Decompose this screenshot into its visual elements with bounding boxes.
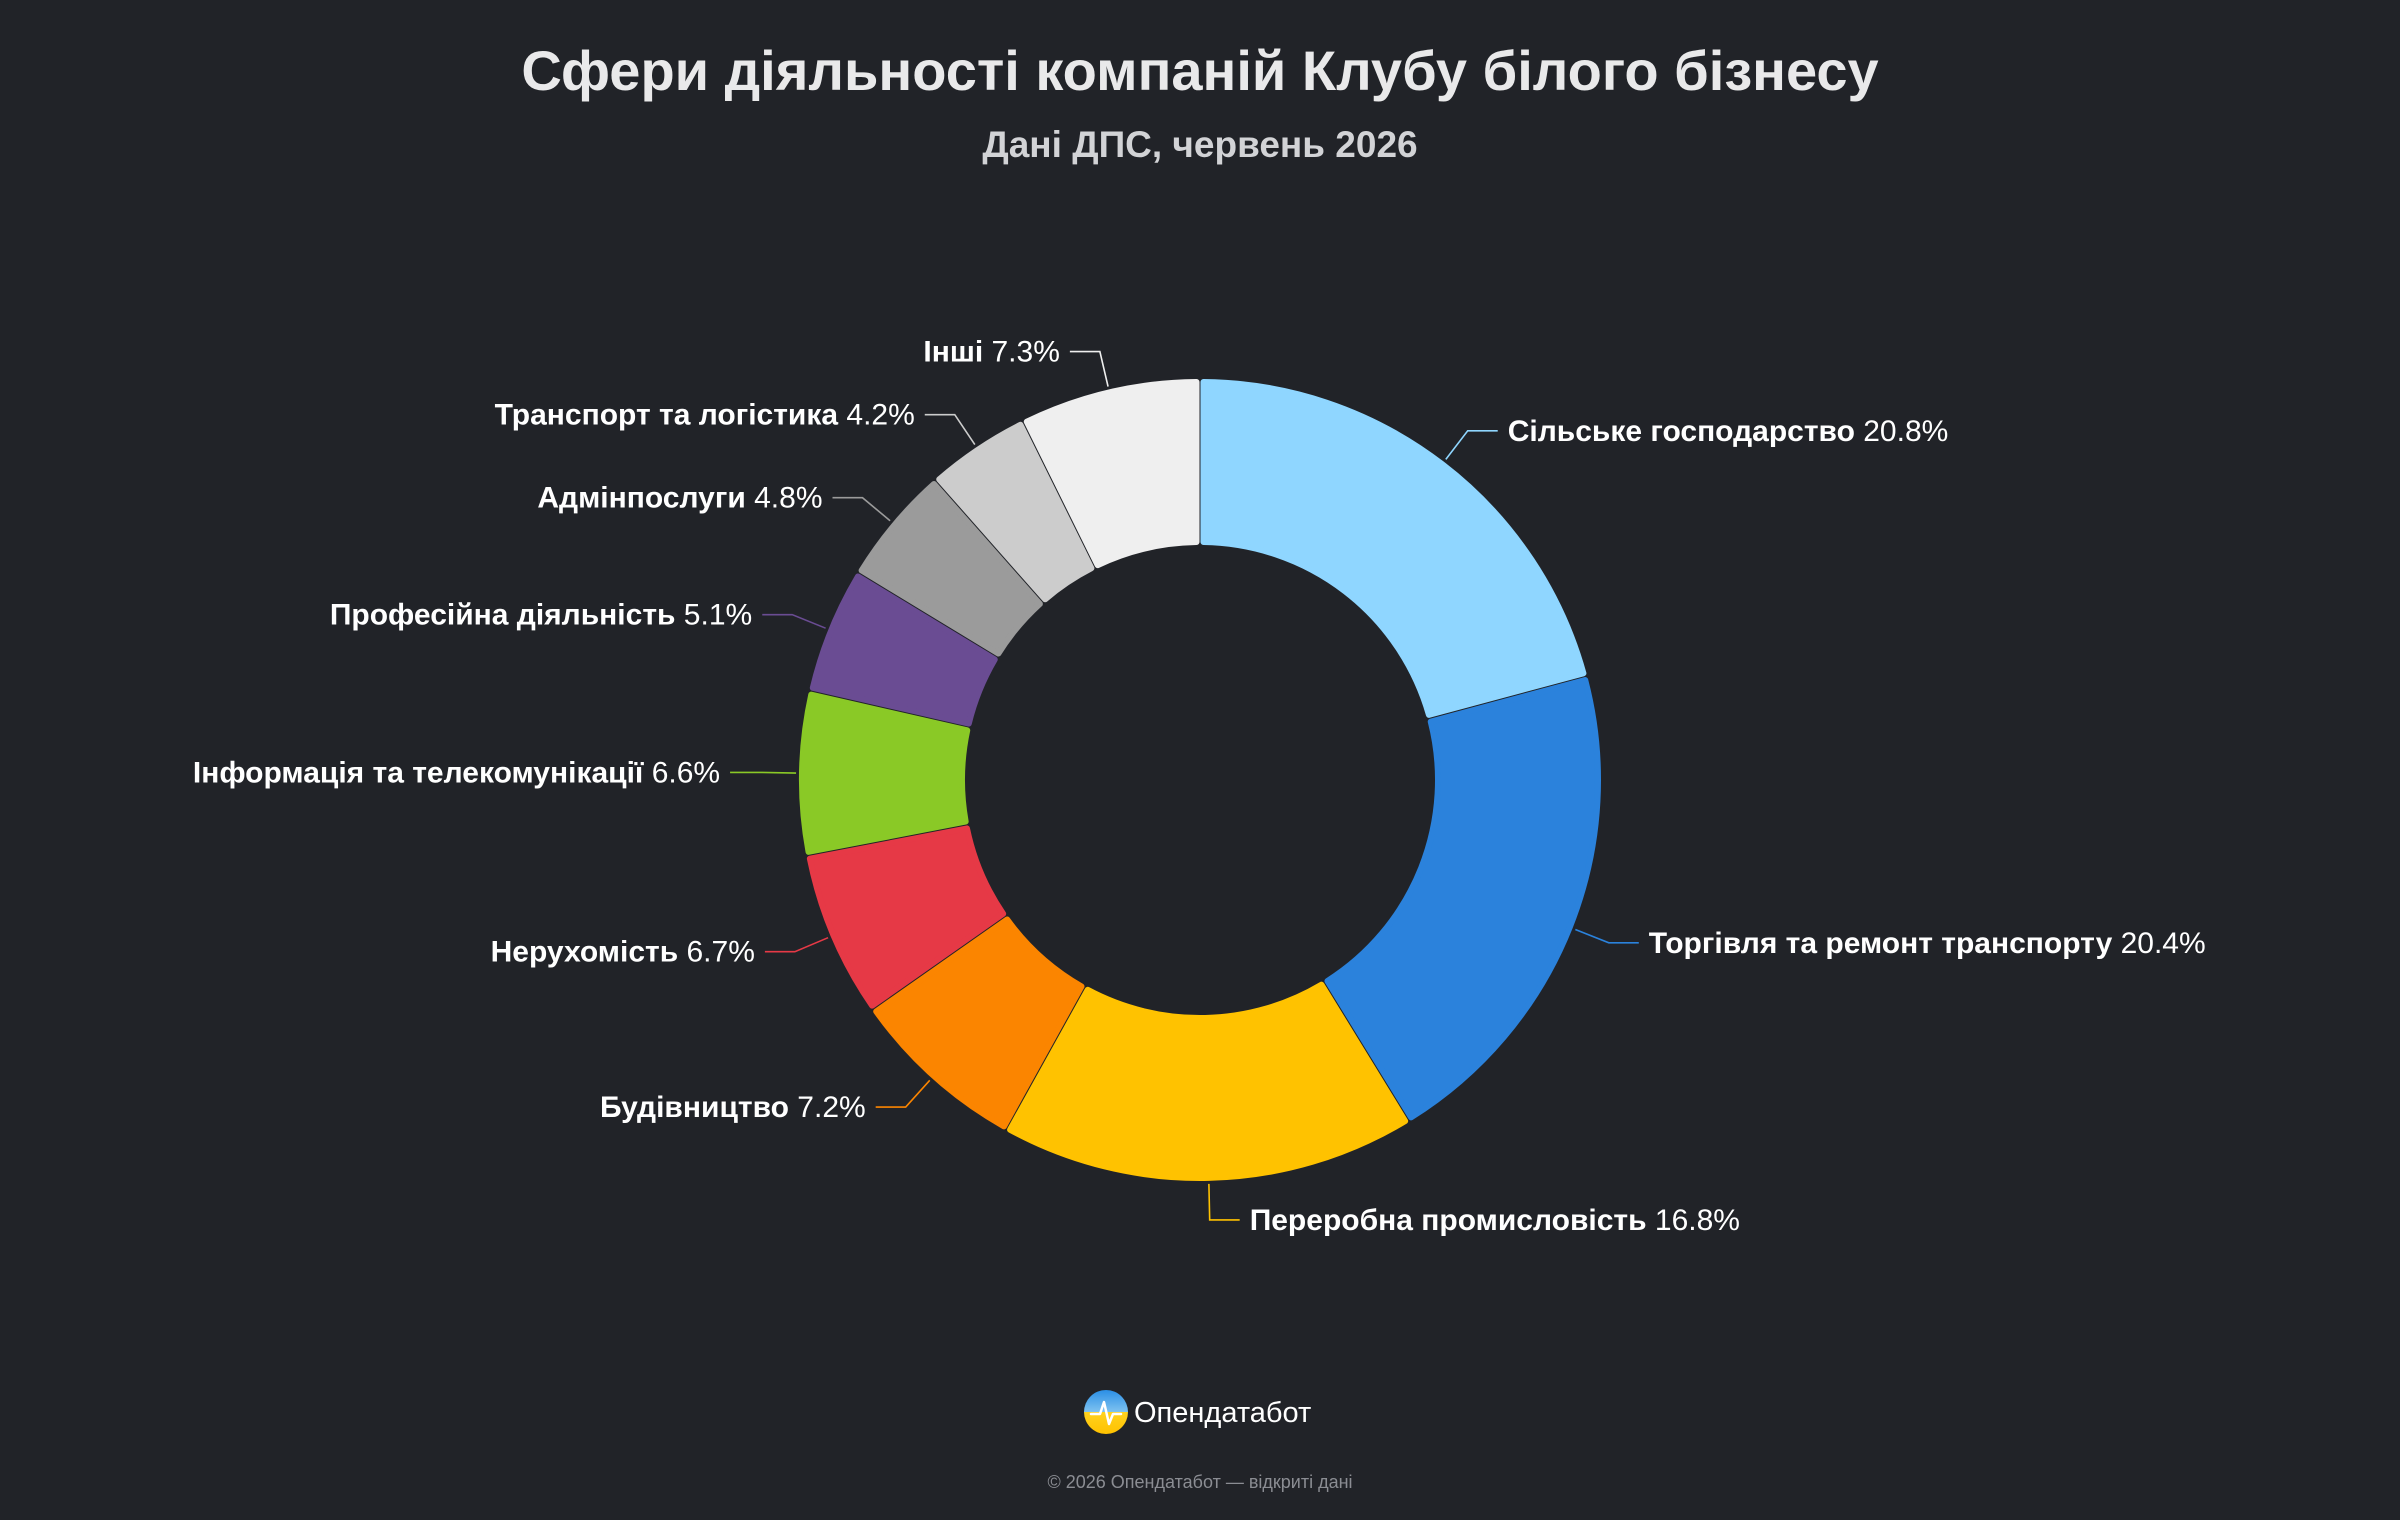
slice-label-1: Сільське господарство 20.8% bbox=[1508, 415, 1949, 448]
leader-line-5 bbox=[764, 936, 829, 953]
slice-label-value: 7.3% bbox=[992, 336, 1060, 369]
slice-label-name: Переробна промисловість bbox=[1250, 1204, 1655, 1237]
donut-slice-2 bbox=[1324, 677, 1601, 1121]
slice-label-value: 4.2% bbox=[846, 399, 914, 432]
slice-label-name: Нерухомість bbox=[491, 936, 687, 969]
logo-pulse-mark bbox=[1089, 1400, 1123, 1426]
donut-slice-8 bbox=[858, 480, 1043, 657]
label-leader-lines bbox=[730, 350, 1639, 1221]
donut-slice-6 bbox=[799, 691, 971, 855]
leader-line-7 bbox=[762, 613, 826, 629]
slice-label-value: 5.1% bbox=[684, 599, 752, 632]
brand-logo bbox=[1084, 1390, 1128, 1434]
slice-label-5: Нерухомість 6.7% bbox=[491, 936, 755, 969]
leader-line-3 bbox=[1208, 1183, 1240, 1221]
leader-line-9 bbox=[924, 413, 976, 446]
donut-slice-10 bbox=[1023, 379, 1200, 569]
slice-label-value: 20.4% bbox=[2121, 927, 2206, 960]
chart-title: Сфери діяльності компаній Клубу білого б… bbox=[521, 39, 1878, 102]
slice-label-name: Сільське господарство bbox=[1508, 415, 1864, 448]
brand-name: Опендатабот bbox=[1134, 1397, 1311, 1429]
slice-label-name: Професійна діяльність bbox=[330, 599, 684, 632]
leader-line-8 bbox=[832, 496, 891, 522]
slice-label-name: Інформація та телекомунікації bbox=[193, 756, 652, 789]
chart-subtitle: Дані ДПС, червень 2026 bbox=[982, 124, 1417, 165]
donut-slice-9 bbox=[936, 421, 1095, 603]
leader-line-2 bbox=[1575, 928, 1639, 944]
slice-label-3: Переробна промисловість 16.8% bbox=[1250, 1204, 1740, 1237]
slice-label-value: 6.7% bbox=[687, 936, 755, 969]
slice-labels: Сільське господарство 20.8% Торгівля та р… bbox=[193, 336, 2206, 1237]
slice-label-name: Торгівля та ремонт транспорту bbox=[1649, 927, 2121, 960]
slice-label-name: Інші bbox=[923, 336, 991, 369]
slice-label-7: Професійна діяльність 5.1% bbox=[330, 599, 752, 632]
slice-label-10: Інші 7.3% bbox=[923, 336, 1060, 369]
footer-note: © 2026 Опендатабот — відкриті дані bbox=[1047, 1472, 1352, 1492]
donut-slice-3 bbox=[1007, 981, 1409, 1181]
donut-slice-5 bbox=[806, 825, 1007, 1009]
slice-label-2: Торгівля та ремонт транспорту 20.4% bbox=[1649, 927, 2206, 960]
donut-slice-4 bbox=[873, 916, 1085, 1130]
slice-label-value: 7.2% bbox=[797, 1091, 865, 1124]
slice-label-value: 6.6% bbox=[652, 756, 720, 789]
donut-slice-7 bbox=[809, 573, 998, 727]
slice-label-4: Будівництво 7.2% bbox=[600, 1091, 866, 1124]
donut-slices bbox=[799, 379, 1601, 1181]
slice-label-8: Адмінпослуги 4.8% bbox=[537, 482, 822, 515]
donut-slice-1 bbox=[1200, 379, 1587, 718]
slice-label-value: 16.8% bbox=[1655, 1204, 1740, 1237]
leader-line-6 bbox=[730, 771, 797, 774]
slice-label-name: Транспорт та логістика bbox=[495, 399, 847, 432]
slice-label-value: 20.8% bbox=[1863, 415, 1948, 448]
leader-line-10 bbox=[1069, 350, 1109, 387]
slice-label-9: Транспорт та логістика 4.2% bbox=[495, 399, 915, 432]
slice-label-6: Інформація та телекомунікації 6.6% bbox=[193, 756, 720, 789]
leader-line-1 bbox=[1445, 430, 1498, 460]
leader-line-4 bbox=[875, 1079, 931, 1108]
slice-label-value: 4.8% bbox=[754, 482, 822, 515]
slice-label-name: Адмінпослуги bbox=[537, 482, 754, 515]
slice-label-name: Будівництво bbox=[600, 1091, 797, 1124]
